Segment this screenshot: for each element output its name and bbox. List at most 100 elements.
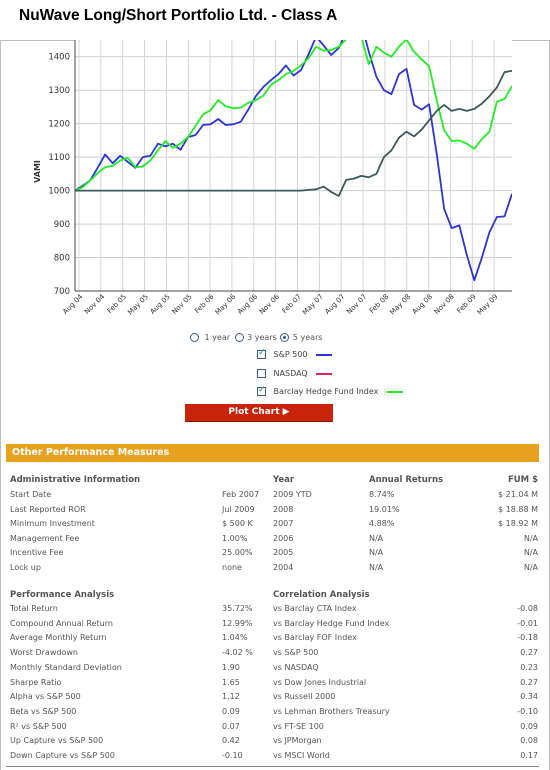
correlation-label: vs S&P 500 xyxy=(273,648,319,658)
correlation-value: 0.17 xyxy=(520,751,538,760)
admin-value: $ 500 K xyxy=(222,519,253,529)
x-tick-label: Feb 05 xyxy=(106,293,128,315)
x-tick-label: Nov 04 xyxy=(83,292,107,316)
period-radio-3y[interactable] xyxy=(234,333,244,342)
performance-value: 1.04% xyxy=(222,633,248,643)
admin-value: none xyxy=(222,563,242,572)
sp500-label: S&P 500 xyxy=(273,350,308,359)
nasdaq-swatch xyxy=(316,372,333,375)
x-tick-label: Nov 08 xyxy=(433,293,456,316)
performance-label: Worst Drawdown xyxy=(10,648,78,658)
performance-label: Sharpe Ratio xyxy=(10,677,62,687)
correlation-value: 0.23 xyxy=(520,662,538,672)
correlation-value: 0.34 xyxy=(520,692,538,702)
correlation-label: vs Russell 2000 xyxy=(273,692,336,702)
correlation-value: -0.10 xyxy=(517,706,538,716)
return-year: 2004 xyxy=(273,563,294,572)
admin-label: Incentive Fee xyxy=(10,548,64,558)
frame-border-left xyxy=(0,40,1,770)
performance-value: 1.65 xyxy=(222,677,240,687)
return-year: 2008 xyxy=(273,504,294,514)
series-line-2 xyxy=(75,69,512,197)
annual-return: N/A xyxy=(369,563,384,572)
performance-value: 35.72% xyxy=(222,604,253,613)
performance-value: 12.99% xyxy=(222,618,253,628)
x-tick-label: May 09 xyxy=(476,293,500,317)
x-tick-label: May 07 xyxy=(301,293,325,317)
return-year: 2009 YTD xyxy=(273,490,312,499)
period-options: 1 year 3 years 5 years xyxy=(190,333,323,342)
correlation-header: Correlation Analysis xyxy=(273,590,370,600)
performance-label: Alpha vs S&P 500 xyxy=(10,692,81,702)
nasdaq-checkbox[interactable] xyxy=(257,369,266,378)
fum-value: $ 18.92 M xyxy=(498,519,538,529)
x-tick-label: Nov 06 xyxy=(258,292,282,316)
admin-label: Start Date xyxy=(10,490,52,499)
annual-return: 4.88% xyxy=(369,519,395,529)
barclay-swatch xyxy=(386,390,403,393)
y-tick-label: 1400 xyxy=(48,53,70,63)
nasdaq-label: NASDAQ xyxy=(273,369,308,378)
return-year: 2005 xyxy=(273,548,294,558)
performance-header: Performance Analysis xyxy=(10,590,115,600)
annual-return: N/A xyxy=(369,548,384,558)
bottom-divider xyxy=(6,766,539,767)
correlation-label: vs Lehman Brothers Treasury xyxy=(273,706,390,716)
plot-chart-button[interactable]: Plot Chart ▶ xyxy=(185,404,333,422)
y-tick-label: 1000 xyxy=(48,187,70,197)
fum-header: FUM $ xyxy=(507,475,538,485)
period-radio-1y[interactable] xyxy=(190,333,199,342)
y-tick-label: 700 xyxy=(54,287,70,297)
y-tick-label: 1300 xyxy=(48,86,70,96)
y-tick-label: 800 xyxy=(54,254,70,264)
period-label-5y: 5 years xyxy=(292,333,323,342)
x-tick-label: Aug 07 xyxy=(323,293,346,316)
sp500-swatch xyxy=(316,353,333,356)
performance-label: Down Capture vs S&P 500 xyxy=(10,751,115,760)
x-tick-label: Feb 08 xyxy=(368,293,390,315)
y-tick-label: 900 xyxy=(54,220,70,230)
correlation-label: vs Dow Jones Industrial xyxy=(273,677,367,687)
performance-label: Up Capture vs S&P 500 xyxy=(10,736,104,746)
fum-value: $ 21.04 M xyxy=(498,490,538,499)
performance-value: -0.10 xyxy=(222,751,243,760)
fum-value: N/A xyxy=(523,533,538,543)
year-header: Year xyxy=(273,475,295,485)
barclay-checkbox[interactable] xyxy=(257,385,266,396)
performance-value: -4.02 % xyxy=(222,648,253,658)
legend-sp500: S&P 500 xyxy=(257,348,333,359)
correlation-value: 0.27 xyxy=(520,677,538,687)
performance-label: Beta vs S&P 500 xyxy=(10,706,77,716)
performance-label: R² vs S&P 500 xyxy=(10,721,67,731)
fum-value: N/A xyxy=(523,563,538,572)
period-label-1y: 1 year xyxy=(204,333,231,342)
x-tick-label: Aug 06 xyxy=(236,292,260,316)
correlation-value: -0.18 xyxy=(517,633,538,643)
page-title: NuWave Long/Short Portfolio Ltd. - Class… xyxy=(19,7,338,24)
correlation-value: 0.09 xyxy=(520,721,538,731)
sp500-checkbox[interactable] xyxy=(257,348,266,359)
admin-value: Feb 2007 xyxy=(222,490,260,499)
section-header-bar: Other Performance Measures xyxy=(6,444,539,462)
performance-label: Monthly Standard Deviation xyxy=(10,662,122,672)
performance-label: Compound Annual Return xyxy=(10,618,113,628)
x-tick-label: May 05 xyxy=(126,293,150,317)
correlation-label: vs Barclay Hedge Fund Index xyxy=(273,618,390,628)
y-tick-label: 1200 xyxy=(48,120,70,130)
correlation-label: vs JPMorgan xyxy=(273,736,322,746)
correlation-label: vs Barclay FOF Index xyxy=(273,633,357,643)
x-tick-label: Feb 06 xyxy=(193,292,216,315)
admin-label: Lock up xyxy=(10,563,41,572)
annual-return: N/A xyxy=(369,533,384,543)
performance-value: 0.42 xyxy=(222,736,240,746)
x-tick-label: Aug 05 xyxy=(149,293,172,316)
x-tick-label: May 06 xyxy=(214,292,238,316)
correlation-value: -0.08 xyxy=(517,604,538,613)
fum-value: N/A xyxy=(523,548,538,558)
plot-area xyxy=(75,40,512,291)
performance-value: 0.07 xyxy=(222,721,240,731)
correlation-label: vs Barclay CTA Index xyxy=(273,604,357,613)
performance-value: 1.90 xyxy=(222,662,240,672)
period-radio-5y[interactable] xyxy=(280,333,290,342)
